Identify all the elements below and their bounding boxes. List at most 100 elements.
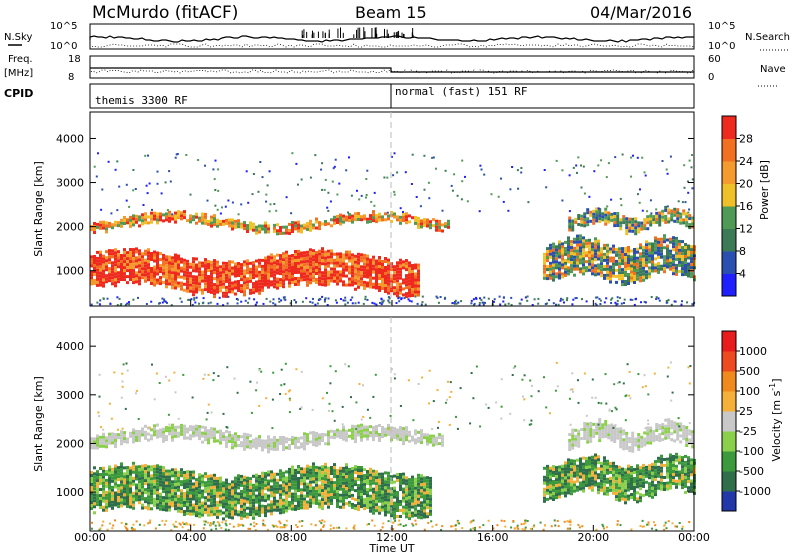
heatmap-cell [549, 270, 552, 274]
heatmap-cell [192, 215, 195, 219]
heatmap-cell [246, 433, 249, 437]
heatmap-cell [552, 495, 555, 498]
heatmap-cell [135, 280, 138, 284]
heatmap-cell [420, 510, 423, 514]
heatmap-cell [234, 435, 237, 439]
heatmap-cell [330, 261, 333, 265]
heatmap-cell [138, 465, 141, 469]
heatmap-cell [234, 444, 237, 448]
heatmap-cell [330, 279, 333, 283]
heatmap-cell [300, 497, 303, 501]
heatmap-cell [402, 433, 405, 437]
heatmap-cell [612, 244, 615, 248]
heatmap-cell [162, 490, 165, 494]
heatmap-cell [213, 430, 216, 434]
heatmap-cell [186, 479, 189, 483]
heatmap-cell [357, 218, 360, 221]
heatmap-cell [195, 508, 198, 512]
heatmap-cell [159, 504, 162, 508]
heatmap-cell [192, 290, 195, 294]
heatmap-cell [90, 446, 93, 450]
heatmap-cell [384, 492, 387, 496]
heatmap-cell [165, 255, 168, 259]
heatmap-cell [648, 242, 651, 246]
heatmap-cell [99, 299, 102, 302]
heatmap-cell [558, 468, 561, 472]
heatmap-cell [387, 432, 390, 436]
heatmap-cell [240, 507, 243, 511]
heatmap-cell [570, 255, 573, 259]
heatmap-cell [318, 227, 321, 231]
heatmap-cell [187, 298, 190, 301]
heatmap-cell [270, 438, 273, 442]
heatmap-cell [102, 441, 105, 445]
heatmap-cell [318, 255, 321, 259]
heatmap-cell [219, 485, 222, 489]
heatmap-cell [132, 467, 135, 471]
heatmap-cell [549, 490, 552, 494]
heatmap-cell [384, 486, 387, 490]
heatmap-cell [270, 500, 273, 504]
heatmap-cell [123, 487, 126, 491]
heatmap-cell [93, 231, 96, 234]
heatmap-cell [192, 491, 195, 495]
heatmap-cell [258, 496, 261, 499]
heatmap-cell [582, 251, 585, 255]
heatmap-cell [357, 505, 360, 508]
heatmap-cell [351, 283, 354, 287]
heatmap-cell [375, 217, 378, 221]
heatmap-cell [246, 439, 249, 443]
heatmap-cell [339, 499, 342, 503]
heatmap-cell [297, 507, 300, 510]
heatmap-cell [420, 225, 423, 229]
heatmap-cell [138, 486, 141, 490]
heatmap-cell [267, 473, 270, 477]
heatmap-cell [324, 465, 327, 469]
heatmap-cell [405, 283, 408, 287]
heatmap-cell [420, 480, 423, 484]
heatmap-cell [585, 481, 588, 484]
heatmap-cell [606, 249, 609, 253]
heatmap-cell [564, 264, 567, 268]
heatmap-cell [276, 271, 279, 275]
heatmap-cell [648, 260, 651, 264]
heatmap-cell [150, 492, 153, 496]
heatmap-cell [174, 480, 177, 484]
heatmap-cell [234, 494, 237, 498]
heatmap-cell [264, 227, 267, 231]
heatmap-cell [685, 224, 689, 228]
heatmap-cell [204, 490, 207, 494]
heatmap-cell [423, 224, 426, 227]
heatmap-cell [246, 442, 249, 446]
heatmap-cell [258, 276, 261, 280]
heatmap-cell [99, 482, 102, 485]
heatmap-cell [597, 455, 600, 459]
heatmap-cell [441, 223, 444, 227]
heatmap-cell [416, 302, 419, 305]
heatmap-cell [303, 432, 306, 436]
heatmap-cell [321, 253, 324, 257]
heatmap-cell [330, 252, 333, 256]
heatmap-cell [654, 236, 657, 240]
heatmap-cell [270, 512, 273, 516]
heatmap-cell [129, 275, 132, 278]
heatmap-cell [264, 445, 267, 449]
heatmap-cell [345, 250, 348, 254]
heatmap-cell [270, 256, 273, 260]
heatmap-cell [99, 277, 102, 281]
heatmap-cell [246, 506, 249, 510]
heatmap-cell [609, 268, 612, 272]
heatmap-cell [369, 434, 372, 438]
heatmap-cell [145, 303, 148, 305]
heatmap-cell [291, 465, 294, 469]
heatmap-cell [291, 227, 294, 230]
heatmap-cell [619, 221, 623, 225]
heatmap-cell [517, 187, 520, 190]
heatmap-cell [318, 267, 321, 271]
heatmap-cell [576, 464, 579, 468]
heatmap-cell [411, 291, 414, 294]
heatmap-cell [606, 480, 609, 484]
heatmap-cell [372, 258, 375, 262]
heatmap-cell [598, 208, 602, 212]
heatmap-cell [327, 249, 330, 253]
